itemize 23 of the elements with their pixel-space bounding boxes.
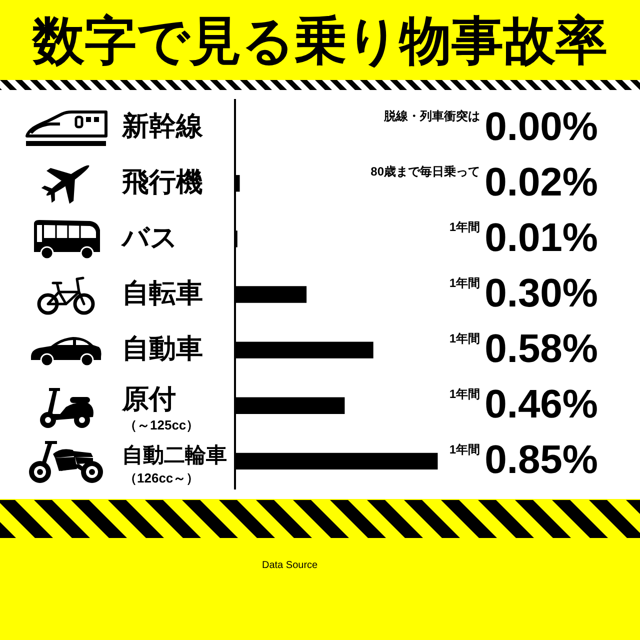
chart-title: 数字で見る乗り物事故率 — [32, 12, 608, 70]
y-tick-label: 自動二輪車（126cc～） — [122, 444, 227, 486]
y-tick-label: 飛行機 — [121, 166, 203, 197]
y-tick-label: 原付（～125cc） — [121, 384, 200, 433]
text: 1年間 — [449, 331, 480, 346]
y-tick-label: 自動車 — [122, 334, 203, 364]
data-label: 0.01% — [484, 216, 598, 260]
y-tick-label: バス — [120, 222, 178, 252]
y-tick-label: 自転車 — [122, 278, 203, 308]
text: 1年間 — [449, 276, 480, 290]
data-label: 0.85% — [484, 438, 598, 482]
data-label: 0.30% — [484, 272, 598, 316]
text: 1年間 — [449, 220, 480, 234]
text: Data Source — [262, 560, 318, 571]
text: 1年間 — [449, 386, 480, 401]
annotation: 脱線・列車衝突は — [383, 109, 480, 124]
annotation: 80歳まで毎日乗って — [370, 164, 480, 179]
data-label: 0.02% — [484, 160, 598, 204]
data-label: 0.46% — [484, 382, 598, 427]
y-tick-label: 新幹線 — [121, 111, 204, 142]
text: 1年間 — [449, 442, 480, 457]
data-label: 0.58% — [484, 327, 598, 372]
data-label: 0.00% — [484, 104, 598, 149]
